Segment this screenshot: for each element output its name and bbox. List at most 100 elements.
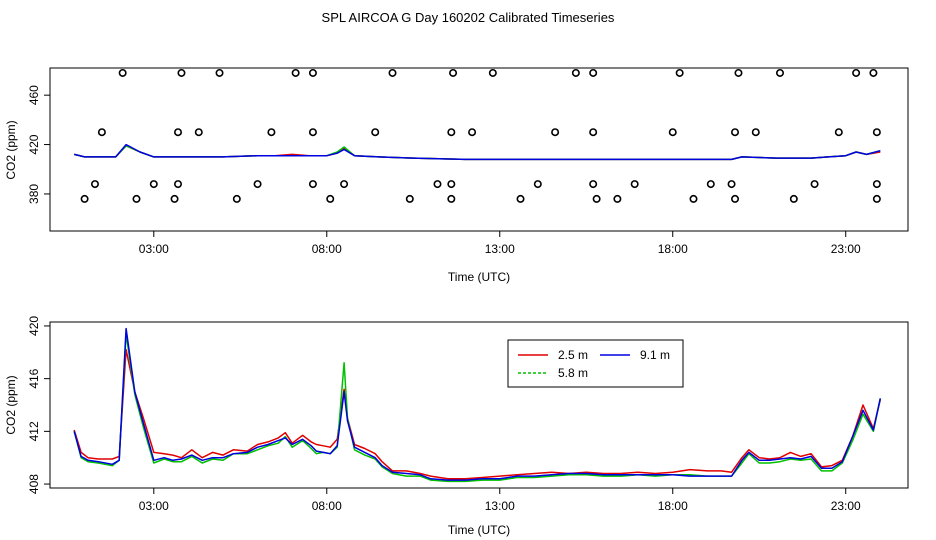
sample-marker — [516, 194, 525, 203]
sample-marker — [340, 180, 349, 189]
top-y-tick-label: 420 — [27, 134, 41, 154]
bottom-series-lines — [73, 327, 882, 483]
sample-marker — [488, 68, 497, 77]
bottom-x-tick-label: 13:00 — [485, 499, 515, 513]
bottom-x-axis-label: Time (UTC) — [448, 523, 510, 537]
sample-marker — [267, 128, 276, 137]
sample-marker — [174, 180, 183, 189]
bottom-series-2-5-mline — [73, 348, 882, 480]
bottom-panel: 408 412 416 420 03:00 08:00 13:00 18:00 23:00 T… — [4, 316, 909, 537]
legend-label-2-5m: 2.5 m — [558, 348, 588, 362]
sample-marker — [551, 128, 560, 137]
sample-marker — [405, 194, 414, 203]
sample-marker — [468, 128, 477, 137]
sample-marker — [689, 194, 698, 203]
bottom-series-9-1-mline — [73, 327, 882, 481]
sample-marker — [132, 194, 141, 203]
bottom-y-tick-label: 412 — [27, 421, 41, 441]
bottom-x-tick-label: 23:00 — [831, 499, 861, 513]
sample-marker — [371, 128, 380, 137]
sample-marker — [308, 180, 317, 189]
sample-marker — [149, 180, 158, 189]
top-x-axis-label: Time (UTC) — [448, 270, 510, 284]
sample-marker — [326, 194, 335, 203]
sample-marker — [177, 68, 186, 77]
sample-marker — [170, 194, 179, 203]
sample-marker — [174, 128, 183, 137]
legend-box — [507, 339, 684, 388]
bottom-y-tick-label: 420 — [27, 316, 41, 336]
sample-marker — [253, 180, 262, 189]
sample-marker — [80, 194, 89, 203]
top-y-tick-label: 380 — [27, 184, 41, 204]
top-x-tick-label: 03:00 — [139, 242, 169, 256]
sample-marker — [751, 128, 760, 137]
top-y-axis: 380 420 460 — [27, 85, 50, 204]
sample-marker — [447, 180, 456, 189]
sample-marker — [731, 194, 740, 203]
top-series-9-1-mline — [74, 143, 881, 161]
sample-marker — [872, 128, 881, 137]
sample-marker — [447, 128, 456, 137]
top-x-tick-label: 13:00 — [485, 242, 515, 256]
bottom-y-axis-label: CO2 (ppm) — [4, 375, 18, 434]
sample-marker — [97, 128, 106, 137]
sample-marker — [308, 68, 317, 77]
bottom-y-axis: 408 412 416 420 — [27, 316, 50, 494]
bottom-x-tick-label: 03:00 — [139, 499, 169, 513]
bottom-y-tick-label: 416 — [27, 368, 41, 388]
top-panel: 380 420 460 03:00 08:00 13:00 18:00 23:00 Time… — [4, 67, 909, 284]
top-series-lines — [74, 143, 881, 161]
sample-marker — [775, 68, 784, 77]
top-sample-markers — [80, 68, 881, 203]
sample-marker — [789, 194, 798, 203]
sample-marker — [869, 68, 878, 77]
sample-marker — [232, 194, 241, 203]
sample-marker — [872, 194, 881, 203]
sample-marker — [589, 68, 598, 77]
top-plot-frame — [49, 67, 909, 232]
sample-marker — [592, 194, 601, 203]
sample-marker — [291, 68, 300, 77]
sample-marker — [727, 180, 736, 189]
sample-marker — [706, 180, 715, 189]
sample-marker — [533, 180, 542, 189]
legend-label-9-1m: 9.1 m — [640, 348, 670, 362]
sample-marker — [589, 128, 598, 137]
sample-marker — [613, 194, 622, 203]
sample-marker — [668, 128, 677, 137]
sample-marker — [734, 68, 743, 77]
sample-marker — [118, 68, 127, 77]
sample-marker — [852, 68, 861, 77]
sample-marker — [834, 128, 843, 137]
bottom-x-tick-label: 18:00 — [658, 499, 688, 513]
sample-marker — [449, 68, 458, 77]
top-x-tick-label: 08:00 — [312, 242, 342, 256]
top-x-tick-label: 23:00 — [831, 242, 861, 256]
sample-marker — [447, 194, 456, 203]
top-y-axis-label: CO2 (ppm) — [4, 120, 18, 179]
sample-marker — [90, 180, 99, 189]
top-y-tick-label: 460 — [27, 85, 41, 105]
sample-marker — [215, 68, 224, 77]
sample-marker — [630, 180, 639, 189]
sample-marker — [308, 128, 317, 137]
sample-marker — [388, 68, 397, 77]
bottom-plot-frame — [49, 321, 909, 489]
sample-marker — [810, 180, 819, 189]
page-title: SPL AIRCOA G Day 160202 Calibrated Times… — [322, 10, 615, 25]
sample-marker — [675, 68, 684, 77]
bottom-x-tick-label: 08:00 — [312, 499, 342, 513]
top-x-axis: 03:00 08:00 13:00 18:00 23:00 — [139, 231, 861, 256]
sample-marker — [194, 128, 203, 137]
legend: 2.5 m 5.8 m 9.1 m — [507, 339, 684, 388]
bottom-series-5-8-mline — [73, 333, 882, 483]
top-x-tick-label: 18:00 — [658, 242, 688, 256]
bottom-x-axis: 03:00 08:00 13:00 18:00 23:00 — [139, 488, 861, 513]
sample-marker — [589, 180, 598, 189]
bottom-y-tick-label: 408 — [27, 474, 41, 494]
sample-marker — [731, 128, 740, 137]
sample-marker — [872, 180, 881, 189]
